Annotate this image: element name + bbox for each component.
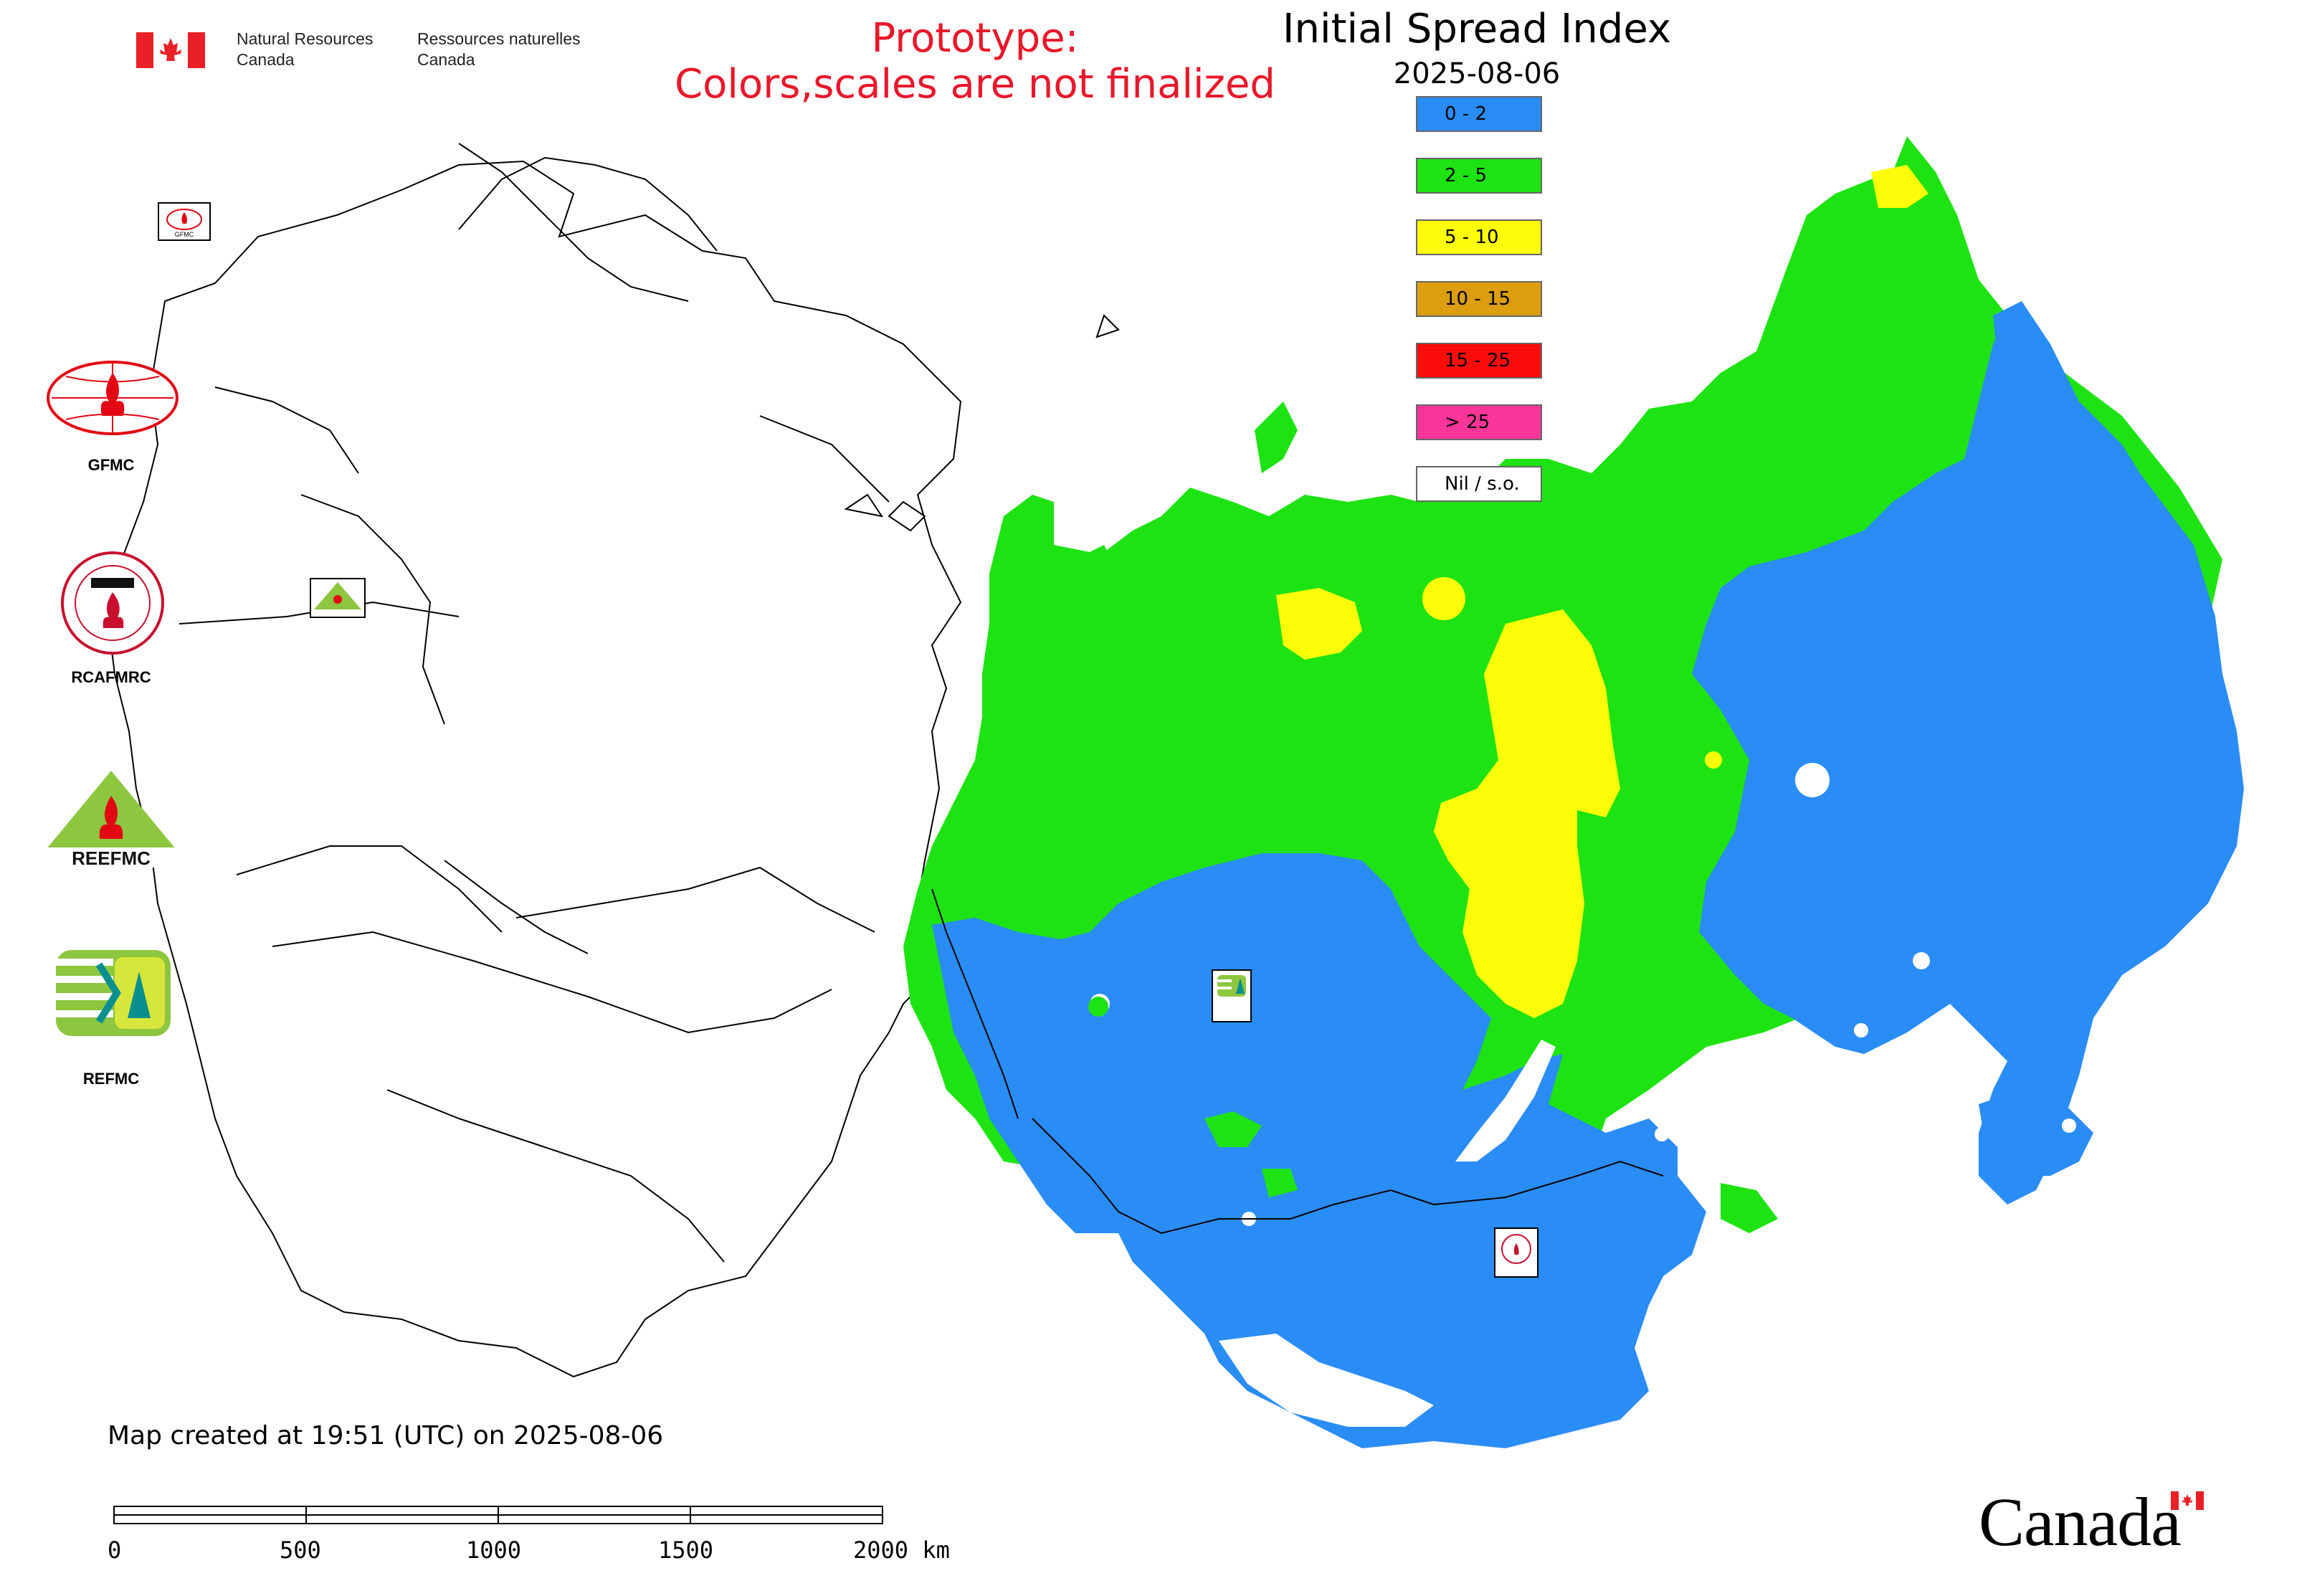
map-created-timestamp: Map created at 19:51 (UTC) on 2025-08-06 <box>108 1421 664 1450</box>
legend-item: 5 - 10 <box>1416 219 1542 255</box>
gfmc-map-badge-icon: GFMC <box>158 202 211 241</box>
scale-label-0: 0 <box>108 1536 122 1564</box>
index-coverage <box>903 136 2244 1448</box>
legend-label: 5 - 10 <box>1445 227 1499 248</box>
department-name-en: Natural Resources Canada <box>237 29 374 69</box>
legend-item: 2 - 5 <box>1416 158 1542 194</box>
scale-label-1500: 1500 <box>658 1536 714 1564</box>
legend-item: > 25 <box>1416 404 1542 440</box>
canada-flag-icon <box>136 32 205 68</box>
refmc-label: REFMC <box>82 1070 140 1088</box>
government-signature: Natural Resources Canada Ressources natu… <box>136 29 624 79</box>
gfmc-label: GFMC <box>87 456 135 474</box>
scale-bar-graphic <box>113 1506 883 1524</box>
department-name-fr: Ressources naturelles Canada <box>417 29 581 69</box>
country-outlines <box>106 143 1120 1378</box>
reefmc-map-badge-icon <box>310 578 366 618</box>
border-lines <box>931 888 1664 1235</box>
legend-label: 2 - 5 <box>1445 165 1487 186</box>
legend-item: 15 - 25 <box>1416 343 1542 379</box>
scale-label-500: 500 <box>280 1536 321 1564</box>
svg-text:REEFMC: REEFMC <box>72 847 151 869</box>
legend-label: 10 - 15 <box>1445 288 1511 310</box>
svg-text:GFMC: GFMC <box>175 231 194 238</box>
refmc-map-badge-icon <box>1212 969 1252 1022</box>
legend-label: 0 - 2 <box>1445 103 1487 125</box>
refmc-logo-icon <box>56 950 171 1036</box>
wordmark-flag-icon <box>2171 1491 2204 1510</box>
reefmc-logo-icon: REEFMC <box>43 771 179 869</box>
scale-label-2000-km: 2000 km <box>853 1536 950 1564</box>
map-date: 2025-08-06 <box>1393 57 1561 90</box>
legend-item: 0 - 2 <box>1416 96 1542 132</box>
rcafmrc-label: RCAFMRC <box>71 668 151 686</box>
canada-wordmark: Canada <box>1979 1483 2222 1562</box>
rcafmrc-logo-icon <box>61 551 164 655</box>
gfmc-logo-icon <box>47 361 179 435</box>
legend-label: Nil / s.o. <box>1445 473 1520 495</box>
prototype-notice: Prototype: Colors,scales are not finaliz… <box>675 15 1275 108</box>
scale-label-1000: 1000 <box>466 1536 522 1564</box>
legend-label: 15 - 25 <box>1445 350 1511 371</box>
legend-label: > 25 <box>1445 412 1490 433</box>
legend-item: Nil / s.o. <box>1416 466 1542 502</box>
map-title: Initial Spread Index <box>1283 6 1671 52</box>
legend-item: 10 - 15 <box>1416 281 1542 317</box>
rcafmrc-map-badge-icon <box>1494 1227 1538 1278</box>
scale-bar: 0 500 1000 1500 2000 km <box>108 1502 968 1567</box>
